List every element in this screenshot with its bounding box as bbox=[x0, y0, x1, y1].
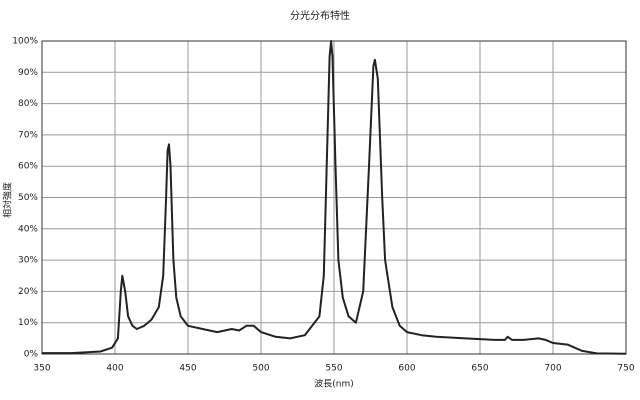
x-tick-label: 750 bbox=[617, 364, 634, 374]
y-tick-label: 100% bbox=[12, 37, 38, 47]
x-tick-label: 400 bbox=[106, 364, 123, 374]
y-tick-label: 60% bbox=[18, 162, 38, 172]
y-tick-label: 50% bbox=[18, 193, 38, 203]
y-tick-label: 10% bbox=[18, 318, 38, 328]
x-tick-label: 550 bbox=[325, 364, 342, 374]
x-tick-label: 350 bbox=[33, 364, 50, 374]
x-tick-label: 500 bbox=[252, 364, 269, 374]
y-tick-label: 70% bbox=[18, 130, 38, 140]
y-tick-label: 40% bbox=[18, 224, 38, 234]
x-axis-label: 波長(nm) bbox=[314, 378, 354, 390]
chart-title: 分光分布特性 bbox=[290, 9, 350, 22]
plot-frame bbox=[41, 40, 627, 355]
y-tick-label: 90% bbox=[18, 68, 38, 78]
y-tick-label: 0% bbox=[24, 350, 39, 360]
x-tick-label: 700 bbox=[544, 364, 561, 374]
x-tick-label: 650 bbox=[471, 364, 488, 374]
y-tick-label: 30% bbox=[18, 256, 38, 266]
y-axis-label: 相対強度 bbox=[2, 182, 14, 218]
y-tick-label: 20% bbox=[18, 287, 38, 297]
x-tick-label: 450 bbox=[179, 364, 196, 374]
spectrum-line bbox=[42, 40, 627, 355]
x-tick-label: 600 bbox=[398, 364, 415, 374]
y-tick-label: 80% bbox=[18, 99, 38, 109]
